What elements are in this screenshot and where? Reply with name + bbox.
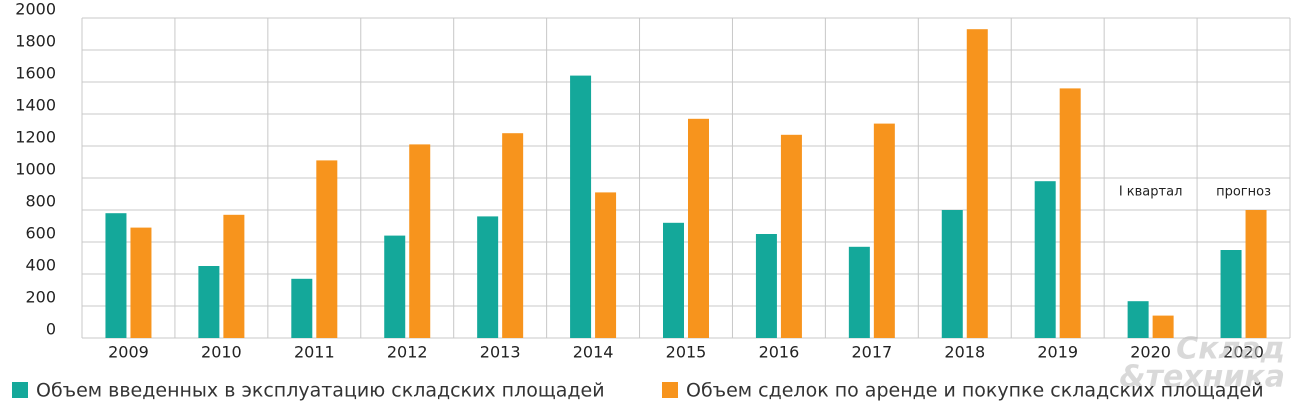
y-tick-label: 800 <box>25 192 56 211</box>
x-tick-label: 2018 <box>944 343 985 362</box>
bar <box>688 118 709 338</box>
bar <box>966 29 988 338</box>
y-tick-label: 1400 <box>15 96 56 115</box>
y-tick-label: 1200 <box>15 128 56 147</box>
bar <box>1152 315 1174 338</box>
legend-swatch <box>662 382 678 398</box>
bar <box>1220 250 1242 338</box>
bar <box>873 123 895 338</box>
bar <box>595 192 617 338</box>
bar <box>130 227 152 338</box>
x-tick-label: 2016 <box>759 343 800 362</box>
legend-label: Объем введенных в эксплуатацию складских… <box>36 380 605 402</box>
x-tick-label: 2015 <box>666 343 707 362</box>
bar <box>941 210 963 338</box>
bar <box>663 222 684 338</box>
x-tick-label: 2013 <box>480 343 521 362</box>
annotation: прогноз <box>1216 185 1271 200</box>
x-tick-label: 2020 <box>1130 343 1171 362</box>
bar <box>502 133 524 338</box>
x-tick-label: 2009 <box>108 343 149 362</box>
x-tick-label: 2017 <box>851 343 892 362</box>
annotation: I квартал <box>1119 185 1183 200</box>
y-tick-label: 400 <box>25 256 56 275</box>
bar <box>848 246 870 338</box>
bar <box>409 144 431 338</box>
y-tick-label: 200 <box>25 288 56 307</box>
x-tick-label: 2014 <box>573 343 614 362</box>
bar <box>1245 210 1267 338</box>
legend-label: Объем сделок по аренде и покупке складск… <box>686 380 1264 402</box>
bar <box>1034 181 1056 338</box>
x-tick-label: 2011 <box>294 343 335 362</box>
bar <box>1059 88 1081 339</box>
watermark: &техника <box>1119 360 1285 395</box>
watermark: Склад <box>1176 332 1285 367</box>
y-tick-label: 1800 <box>15 32 56 51</box>
legend-swatch <box>12 382 28 398</box>
bar <box>755 234 777 338</box>
x-tick-label: 2010 <box>201 343 242 362</box>
y-tick-label: 2000 <box>15 0 56 19</box>
bar <box>384 235 406 338</box>
y-tick-label: 0 <box>46 320 56 339</box>
bar <box>316 160 338 338</box>
y-tick-label: 1000 <box>15 160 56 179</box>
x-tick-label: 2020 <box>1223 343 1264 362</box>
bar <box>105 213 127 338</box>
y-tick-label: 1600 <box>15 64 56 83</box>
y-tick-label: 600 <box>25 224 56 243</box>
x-tick-label: 2012 <box>387 343 428 362</box>
x-tick-label: 2019 <box>1037 343 1078 362</box>
bar <box>570 75 592 338</box>
bar <box>291 278 313 338</box>
bar <box>477 216 499 338</box>
bar <box>198 266 220 338</box>
bar <box>1127 301 1149 338</box>
bar <box>780 134 802 338</box>
bar <box>223 214 245 338</box>
